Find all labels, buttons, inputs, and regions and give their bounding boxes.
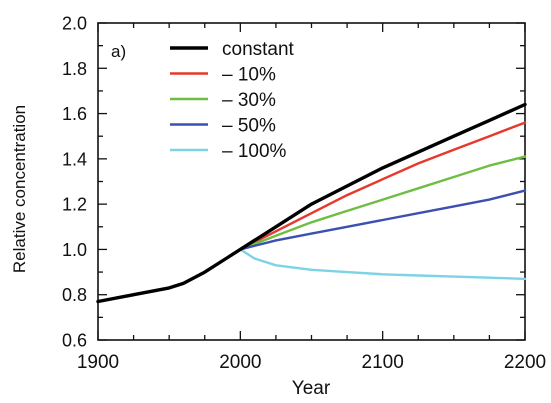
series-line bbox=[239, 248, 527, 281]
y-tick-label: 1.6 bbox=[62, 104, 87, 124]
x-tick-label: 2000 bbox=[219, 352, 261, 373]
plot-frame bbox=[97, 22, 526, 341]
y-tick-label: 1.8 bbox=[62, 59, 87, 79]
x-tick-label: 2100 bbox=[362, 352, 404, 373]
panel-label: a) bbox=[111, 42, 126, 61]
y-tick-label: 0.6 bbox=[62, 331, 87, 351]
legend-label: – 100% bbox=[222, 141, 287, 162]
legend-label: – 50% bbox=[222, 116, 276, 137]
series-lines bbox=[96, 102, 527, 304]
series-line bbox=[239, 121, 527, 251]
x-tick-label: 2200 bbox=[504, 352, 546, 373]
y-tick-label: 2.0 bbox=[62, 14, 87, 34]
legend: constant – 10% – 30% – 50% – 100% bbox=[170, 39, 295, 162]
y-tick-label: 1.4 bbox=[62, 149, 87, 169]
y-tick-label: 1.0 bbox=[62, 240, 87, 260]
axes: 1900 2000 2100 2200 0.6 0.8 1.0 1.2 1.4 1.6 1.8 2.0 bbox=[62, 14, 546, 374]
y-tick-label: 0.8 bbox=[62, 285, 87, 305]
series-line bbox=[96, 102, 527, 304]
y-tick-label: 1.2 bbox=[62, 195, 87, 215]
x-tick-label: 1900 bbox=[77, 352, 119, 373]
series-line bbox=[239, 189, 527, 251]
x-axis-label: Year bbox=[292, 378, 331, 399]
legend-label: – 30% bbox=[222, 90, 276, 111]
legend-label: – 10% bbox=[222, 65, 276, 86]
legend-label: constant bbox=[222, 39, 295, 60]
y-axis-label: Relative concentration bbox=[10, 105, 29, 273]
series-line bbox=[239, 155, 527, 251]
